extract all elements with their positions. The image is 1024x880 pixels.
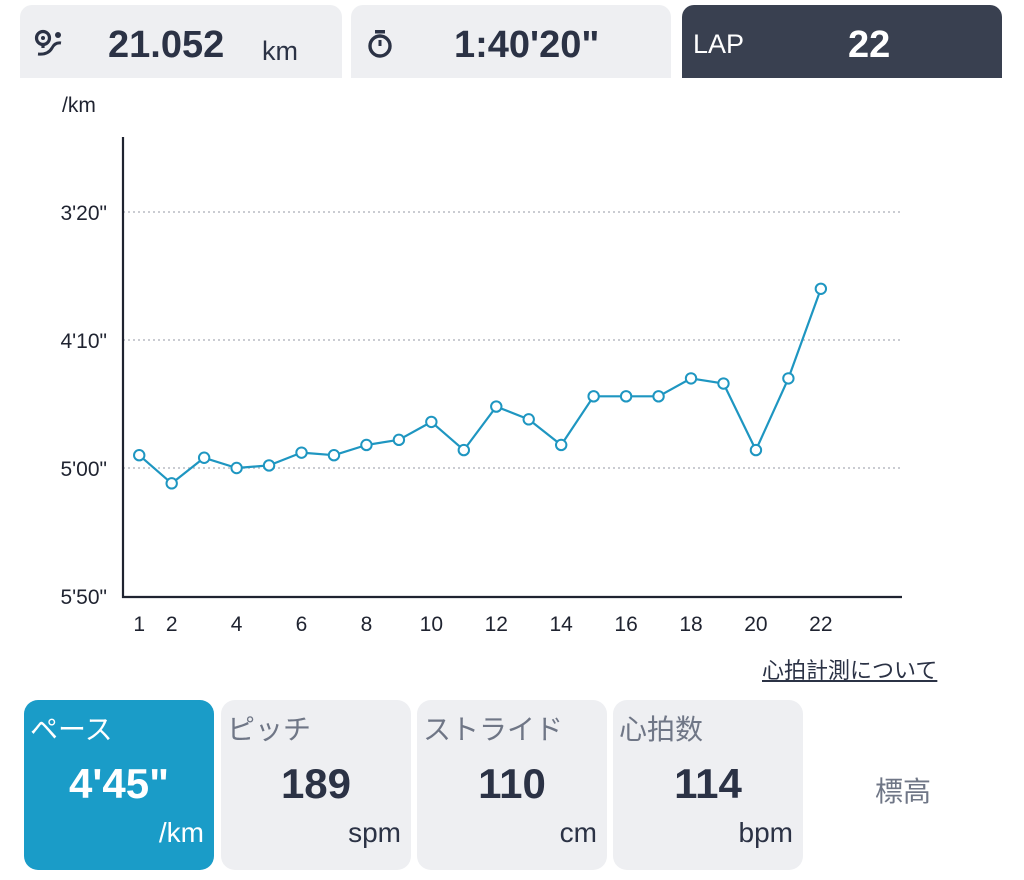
x-tick-label: 12 [485, 613, 508, 636]
tab-pace[interactable]: ペース 4'45" /km [24, 700, 214, 870]
data-point [262, 459, 276, 472]
series-line [138, 288, 822, 485]
stride-unit: cm [559, 817, 597, 848]
data-point [133, 449, 146, 462]
data-point [425, 415, 438, 429]
x-tick-label: 6 [296, 613, 308, 636]
tab-elevation[interactable]: 標高 [808, 700, 998, 870]
data-point [360, 438, 373, 452]
time-card: 1:40'20" [351, 5, 671, 78]
data-point [522, 413, 535, 426]
pitch-label: ピッチ [227, 713, 312, 746]
lap-tab[interactable]: LAP 22 [682, 5, 1002, 78]
y-tick-labels: 3'20" 4'10" 5'00" 5'50" [60, 202, 107, 609]
lap-label: LAP [693, 29, 745, 59]
data-point [717, 377, 730, 390]
pace-value: 4'45" [69, 760, 169, 807]
stride-value: 110 [478, 760, 546, 807]
x-tick-label: 10 [420, 613, 443, 636]
pitch-unit: spm [348, 817, 401, 848]
route-pin-icon [34, 29, 62, 56]
y-tick-label: 5'50" [60, 586, 107, 609]
data-point [554, 438, 568, 452]
x-tick-labels: 1 2 4 6 8 10 12 14 16 18 20 22 [133, 613, 832, 636]
data-point [457, 443, 471, 457]
data-point [619, 390, 633, 403]
distance-card: 21.052 km [20, 5, 342, 78]
tab-pitch[interactable]: ピッチ 189 spm [221, 700, 411, 870]
data-point [327, 449, 341, 462]
y-axis-unit-label: /km [62, 94, 96, 117]
distance-unit: km [262, 36, 298, 66]
heart-rate-info-link[interactable]: 心拍計測について [762, 659, 938, 684]
lap-count: 22 [848, 24, 891, 66]
data-point [295, 446, 308, 459]
time-value: 1:40'20" [454, 24, 600, 66]
heart-rate-label: 心拍数 [619, 713, 704, 746]
x-tick-label: 2 [166, 613, 178, 636]
pace-series [133, 282, 828, 490]
tab-stride[interactable]: ストライド 110 cm [417, 700, 607, 870]
y-tick-label: 3'20" [60, 202, 107, 225]
y-tick-label: 5'00" [60, 458, 107, 481]
tab-heart-rate[interactable]: 心拍数 114 bpm [613, 700, 803, 870]
data-point [490, 400, 503, 413]
x-tick-label: 20 [744, 613, 767, 636]
data-point [749, 443, 763, 457]
data-point [652, 390, 665, 403]
distance-value: 21.052 [108, 24, 225, 66]
elevation-label: 標高 [874, 775, 931, 808]
x-tick-label: 1 [133, 613, 145, 636]
pace-chart: /km 3'20" 4'10" 5'00" 5'50" 1 2 4 6 8 10 12 14 16 18… [60, 94, 902, 636]
x-tick-label: 8 [361, 613, 373, 636]
pace-label: ペース [30, 713, 113, 746]
data-point [814, 282, 828, 296]
heart-rate-unit: bpm [738, 817, 793, 848]
grid-lines [123, 211, 902, 469]
x-tick-label: 18 [679, 613, 702, 636]
stride-label: ストライド [423, 713, 564, 746]
data-point [392, 433, 406, 447]
x-tick-label: 14 [550, 613, 574, 636]
data-point [684, 372, 698, 385]
data-point [587, 390, 600, 403]
x-tick-label: 16 [614, 613, 637, 636]
data-point [782, 372, 795, 385]
pace-unit: /km [158, 817, 204, 848]
data-point [230, 461, 243, 475]
pitch-value: 189 [280, 760, 352, 807]
data-point [165, 477, 178, 490]
x-tick-label: 22 [809, 613, 832, 636]
data-point [197, 451, 211, 464]
x-tick-label: 4 [231, 613, 243, 636]
y-tick-label: 4'10" [60, 330, 107, 353]
heart-rate-value: 114 [674, 760, 742, 807]
stopwatch-icon [368, 30, 392, 58]
